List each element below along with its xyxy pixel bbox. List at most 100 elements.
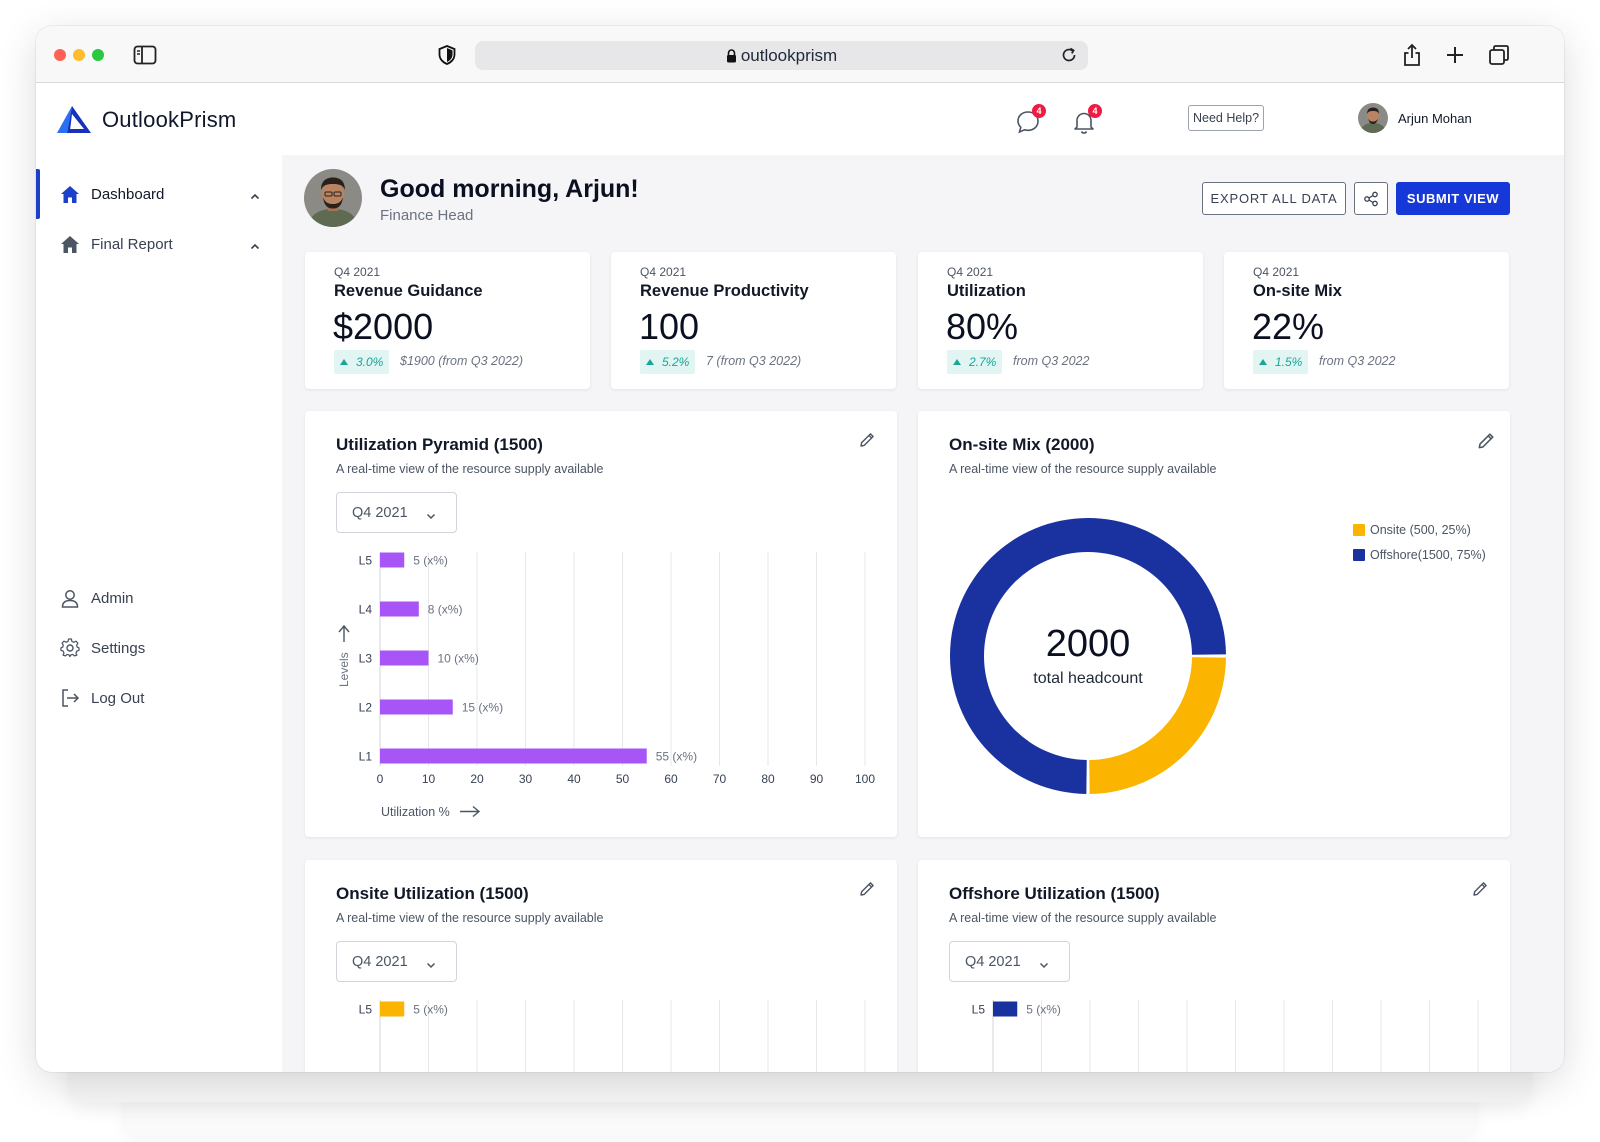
bar[interactable]	[380, 650, 429, 666]
logout-icon	[60, 688, 80, 708]
kpi-note: from Q3 2022	[1319, 354, 1396, 368]
kpi-note: $1900 (from Q3 2022)	[400, 354, 523, 368]
kpi-period: Q4 2021	[947, 265, 994, 279]
bar-data-label: 8 (x%)	[428, 603, 463, 617]
kpi-period: Q4 2021	[1253, 265, 1300, 279]
period-select[interactable]: Q4 2021	[336, 941, 457, 982]
pencil-icon[interactable]	[858, 880, 878, 900]
x-tick-label: 50	[616, 772, 630, 786]
need-help-button[interactable]: Need Help?	[1188, 105, 1265, 131]
y-tick-label: L2	[359, 701, 373, 715]
legend-item-offshore: Offshore(1500, 75%)	[1353, 548, 1486, 562]
bar[interactable]	[380, 699, 453, 715]
user-menu[interactable]: Arjun Mohan	[1358, 103, 1472, 133]
kpi-value: $2000	[333, 306, 434, 347]
utilization-pyramid-card: Utilization Pyramid (1500) A real-time v…	[305, 411, 897, 837]
y-tick-label: L5	[359, 554, 373, 568]
bar[interactable]	[380, 1001, 405, 1017]
user-role: Finance Head	[380, 207, 474, 224]
period-select[interactable]: Q4 2021	[336, 492, 457, 533]
messages-button[interactable]: 4	[1014, 104, 1046, 136]
period-select[interactable]: Q4 2021	[949, 941, 1070, 982]
card-title: On-site Mix (2000)	[949, 435, 1095, 454]
tab-overview-icon[interactable]	[1486, 42, 1512, 68]
sidebar-item-dashboard[interactable]: Dashboard	[36, 169, 282, 219]
sidebar: Dashboard Final Report Admin Setting	[36, 155, 282, 1072]
zoom-window-button[interactable]	[92, 49, 104, 61]
card-title: Utilization Pyramid (1500)	[336, 435, 543, 454]
sidebar-item-final-report[interactable]: Final Report	[36, 219, 282, 269]
kpi-change: 2.7%	[969, 355, 997, 369]
share-button[interactable]	[1354, 182, 1388, 215]
y-tick-label: L1	[359, 750, 373, 764]
onsite-mix-card: On-site Mix (2000) A real-time view of t…	[918, 411, 1510, 837]
card-title: Offshore Utilization (1500)	[949, 884, 1160, 903]
kpi-note: 7 (from Q3 2022)	[706, 354, 802, 368]
donut-center-label: total headcount	[1033, 670, 1143, 687]
bar[interactable]	[380, 601, 419, 617]
sidebar-item-settings[interactable]: Settings	[36, 623, 282, 673]
shield-icon[interactable]	[434, 42, 460, 68]
onsite-mix-donut-chart: 2000 total headcount	[950, 518, 1226, 794]
close-window-button[interactable]	[54, 49, 66, 61]
bar[interactable]	[380, 552, 405, 568]
bar-data-label: 55 (x%)	[656, 750, 697, 764]
new-tab-icon[interactable]	[1442, 42, 1468, 68]
chevron-down-icon	[1039, 957, 1049, 973]
trend-up-icon	[340, 359, 348, 365]
share-page-icon[interactable]	[1399, 42, 1425, 68]
reload-icon[interactable]	[1060, 46, 1078, 69]
pencil-icon[interactable]	[858, 431, 878, 451]
app-logo[interactable]: OutlookPrism	[56, 105, 236, 135]
export-all-data-button[interactable]: EXPORT ALL DATA	[1202, 182, 1346, 215]
x-tick-label: 10	[422, 772, 436, 786]
address-bar[interactable]: outlookprism	[475, 41, 1088, 70]
bar-data-label: 5 (x%)	[413, 554, 448, 568]
chevron-up-icon[interactable]	[250, 187, 260, 204]
bar[interactable]	[993, 1001, 1018, 1017]
sidebar-item-log-out[interactable]: Log Out	[36, 673, 282, 723]
sidebar-toggle-icon[interactable]	[132, 42, 158, 68]
bar[interactable]	[380, 748, 647, 764]
browser-toolbar: outlookprism	[36, 26, 1564, 83]
y-tick-label: L5	[359, 1003, 373, 1017]
app-name: OutlookPrism	[102, 107, 237, 132]
kpi-card-revenue-productivity[interactable]: Q4 2021 Revenue Productivity 100 5.2% 7 …	[611, 252, 896, 389]
x-tick-label: 100	[855, 772, 875, 786]
donut-slice-onsite[interactable]	[1089, 657, 1226, 794]
avatar	[304, 169, 362, 227]
pencil-icon[interactable]	[1471, 880, 1491, 900]
sidebar-item-label: Admin	[91, 589, 134, 607]
share-icon	[1364, 191, 1378, 206]
y-axis-label: Levels	[337, 652, 351, 687]
period-select-value: Q4 2021	[352, 504, 408, 521]
sidebar-item-label: Dashboard	[91, 185, 165, 203]
x-tick-label: 90	[810, 772, 824, 786]
legend-label: Onsite (500, 25%)	[1370, 523, 1471, 537]
kpi-title: On-site Mix	[1253, 282, 1342, 300]
notifications-button[interactable]: 4	[1070, 104, 1102, 136]
utilization-pyramid-chart: Levels Utilization % L5 5 (x%) L4 8 (x%) L3 1…	[337, 552, 875, 819]
legend-item-onsite: Onsite (500, 25%)	[1353, 523, 1471, 537]
trend-up-icon	[1259, 359, 1267, 365]
kpi-card-revenue-guidance[interactable]: Q4 2021 Revenue Guidance $2000 3.0% $190…	[305, 252, 590, 389]
pencil-icon[interactable]	[1476, 431, 1496, 451]
main-content: Good morning, Arjun! Finance Head EXPORT…	[282, 155, 1564, 1072]
submit-view-button[interactable]: SUBMIT VIEW	[1396, 182, 1510, 215]
x-axis-arrow-icon	[460, 805, 481, 818]
y-tick-label: L3	[359, 652, 373, 666]
kpi-change-badge: 1.5%	[1253, 350, 1309, 374]
bell-icon	[1074, 112, 1094, 134]
kpi-card-utilization[interactable]: Q4 2021 Utilization 80% 2.7% from Q3 202…	[918, 252, 1203, 389]
legend-swatch	[1353, 524, 1365, 536]
chevron-up-icon[interactable]	[250, 237, 260, 254]
minimize-window-button[interactable]	[73, 49, 85, 61]
kpi-title: Revenue Guidance	[334, 282, 483, 300]
bar-data-label: 10 (x%)	[438, 652, 479, 666]
kpi-card-onsite-mix[interactable]: Q4 2021 On-site Mix 22% 1.5% from Q3 202…	[1224, 252, 1509, 389]
onsite-utilization-chart: L5 5 (x%)	[359, 1000, 866, 1072]
avatar	[1358, 103, 1388, 133]
legend-swatch	[1353, 549, 1365, 561]
card-subtitle: A real-time view of the resource supply …	[336, 462, 604, 476]
sidebar-item-admin[interactable]: Admin	[36, 573, 282, 623]
